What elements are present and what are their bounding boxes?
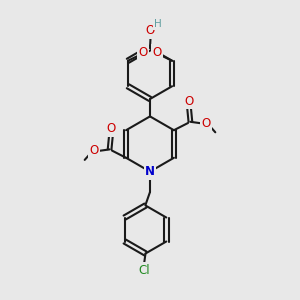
Text: O: O [184,95,194,108]
Text: O: O [106,122,116,136]
Text: O: O [89,144,98,158]
Text: O: O [153,46,162,59]
Text: O: O [202,117,211,130]
Text: N: N [145,165,155,178]
Text: O: O [138,46,147,59]
Text: H: H [154,19,162,29]
Text: O: O [146,24,154,37]
Text: Cl: Cl [138,264,150,277]
